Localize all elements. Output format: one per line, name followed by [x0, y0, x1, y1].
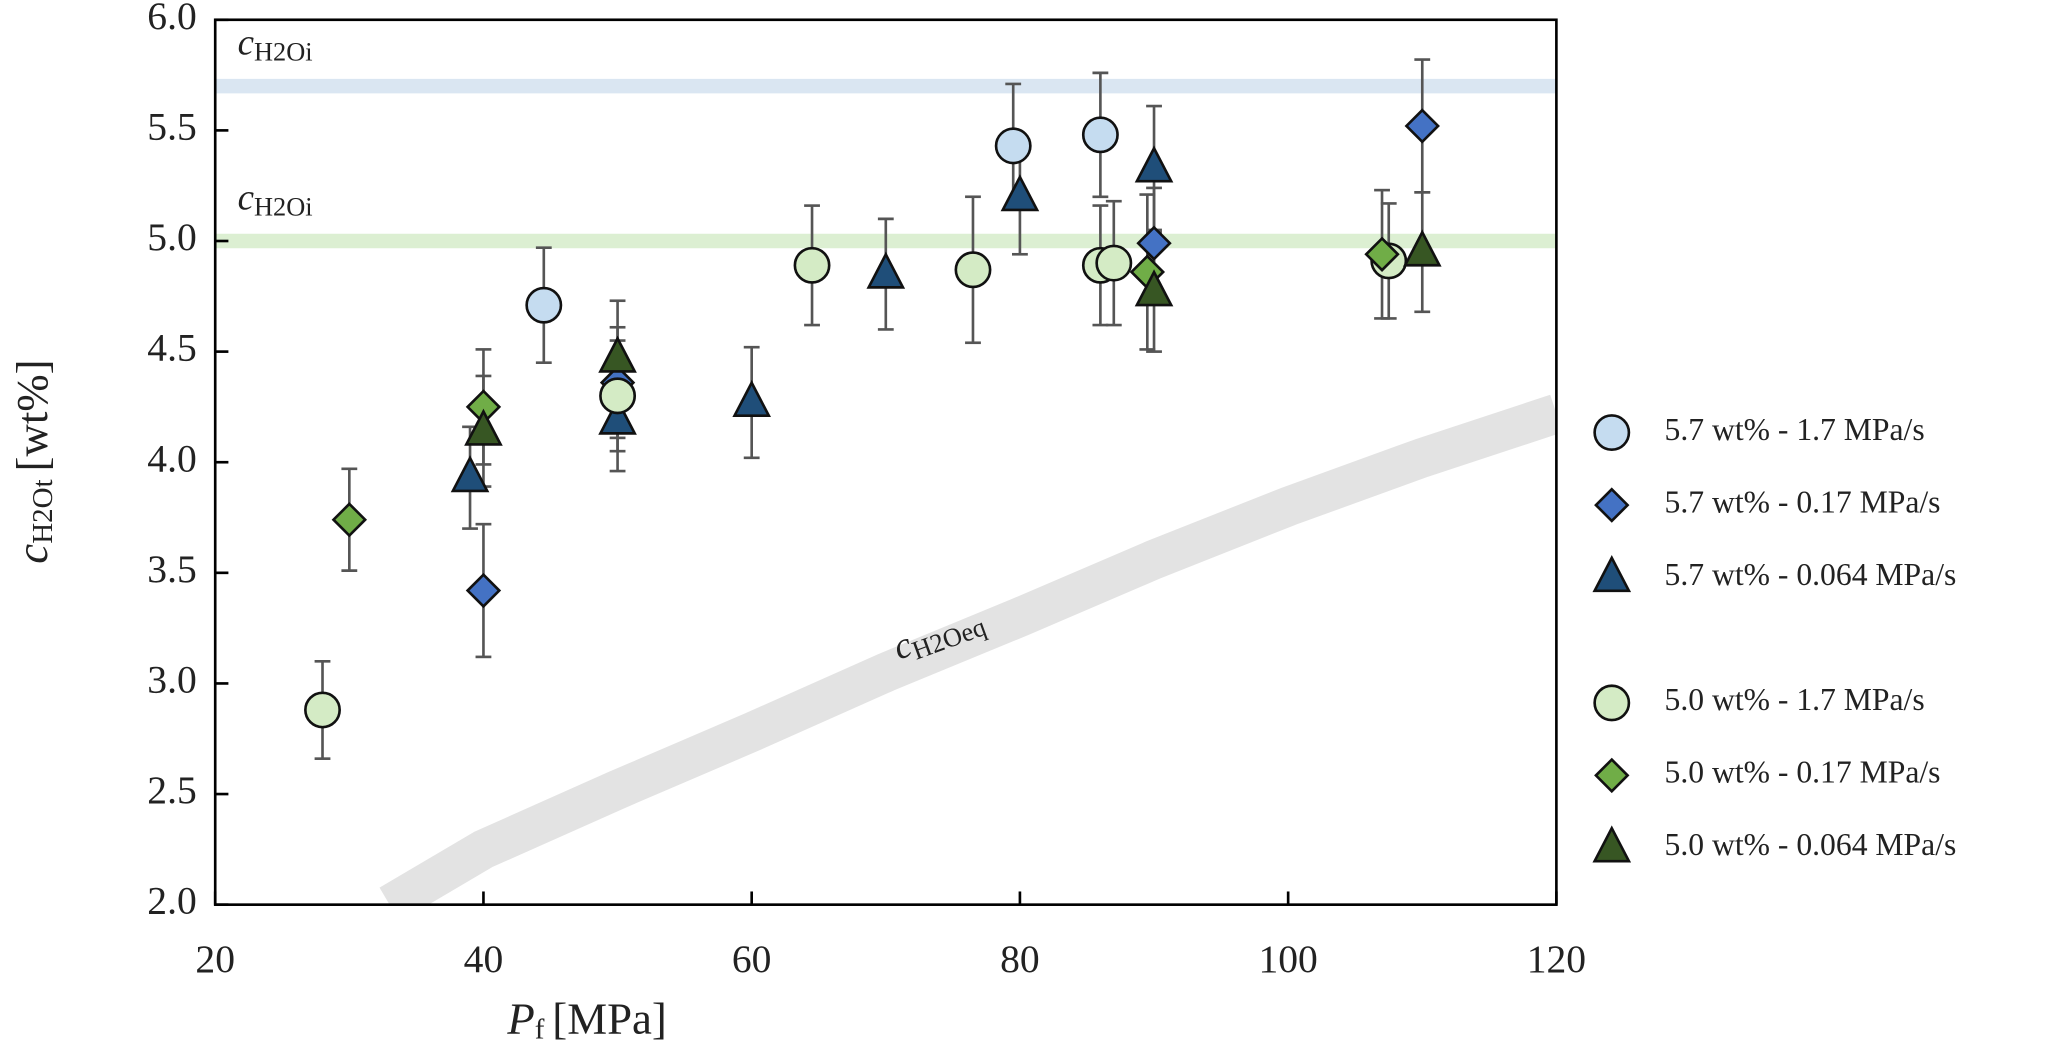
marker [1095, 244, 1133, 282]
y-tick-label: 6.0 [147, 0, 196, 38]
marker [525, 286, 563, 324]
marker [732, 379, 771, 417]
y-tick-label: 4.5 [147, 326, 196, 370]
y-tick-label: 5.0 [147, 215, 196, 259]
y-subscript: H2Ot [28, 479, 60, 543]
y-tick-label: 2.5 [147, 768, 196, 812]
legend-label: 5.0 wt% - 0.17 MPa/s [1665, 755, 1941, 790]
marker [450, 455, 490, 493]
marker [1000, 174, 1040, 212]
x-tick-label: 100 [1258, 937, 1317, 981]
marker [331, 502, 368, 538]
band-subscript: H2Oi [254, 37, 313, 66]
legend-label: 5.0 wt% - 0.064 MPa/s [1665, 827, 1957, 862]
legend-label: 5.0 wt% - 1.7 MPa/s [1665, 682, 1925, 717]
equilibrium-curve [379, 394, 1557, 905]
marker [1402, 229, 1442, 267]
marker [1134, 145, 1174, 183]
x-tick-label: 20 [195, 937, 235, 981]
x-tick-label: 60 [732, 937, 772, 981]
x-symbol: P [506, 994, 534, 1044]
marker [994, 127, 1032, 165]
marker [465, 572, 502, 609]
band-label: cH2Oi [238, 177, 313, 221]
marker [793, 246, 831, 284]
x-tick-label: 40 [464, 937, 504, 981]
y-tick-label: 3.0 [147, 658, 196, 702]
legend-marker [1593, 414, 1631, 452]
marker [866, 251, 906, 289]
y-tick-label: 4.0 [147, 436, 196, 480]
legend-label: 5.7 wt% - 0.064 MPa/s [1665, 557, 1957, 592]
marker [598, 397, 637, 435]
marker [1404, 108, 1440, 144]
marker [1136, 225, 1172, 261]
legend-marker [1592, 825, 1632, 863]
x-subscript: f [535, 1014, 545, 1046]
band-label: cH2Oi [238, 22, 313, 66]
legend-marker [1594, 757, 1630, 794]
y-tick-label: 3.5 [147, 547, 196, 591]
marker [464, 408, 503, 446]
x-tick-label: 80 [1000, 937, 1040, 981]
y-symbol: c [7, 544, 57, 564]
legend-marker [1593, 684, 1631, 722]
marker [1081, 116, 1119, 154]
marker [954, 251, 992, 289]
legend-label: 5.7 wt% - 1.7 MPa/s [1665, 412, 1925, 447]
legend-marker [1594, 487, 1630, 523]
x-tick-label: 120 [1527, 937, 1586, 981]
y-tick-label: 2.0 [147, 879, 196, 923]
band-symbol: c [238, 177, 254, 218]
legend-marker [1592, 554, 1632, 593]
plot-area [215, 78, 1557, 905]
marker [1364, 236, 1400, 272]
y-unit: [wt%] [7, 359, 57, 471]
band-subscript: H2Oi [254, 192, 313, 221]
x-axis-title: Pf [MPa] [506, 994, 667, 1046]
y-axis-title: cH2Ot [wt%] [7, 359, 59, 563]
legend-label: 5.7 wt% - 0.17 MPa/s [1665, 484, 1941, 519]
band-symbol: c [238, 22, 254, 63]
x-unit: [MPa] [552, 994, 667, 1044]
marker [304, 691, 341, 729]
marker [598, 335, 637, 373]
marker [1134, 269, 1174, 307]
marker [599, 377, 637, 415]
y-tick-label: 5.5 [147, 104, 196, 148]
